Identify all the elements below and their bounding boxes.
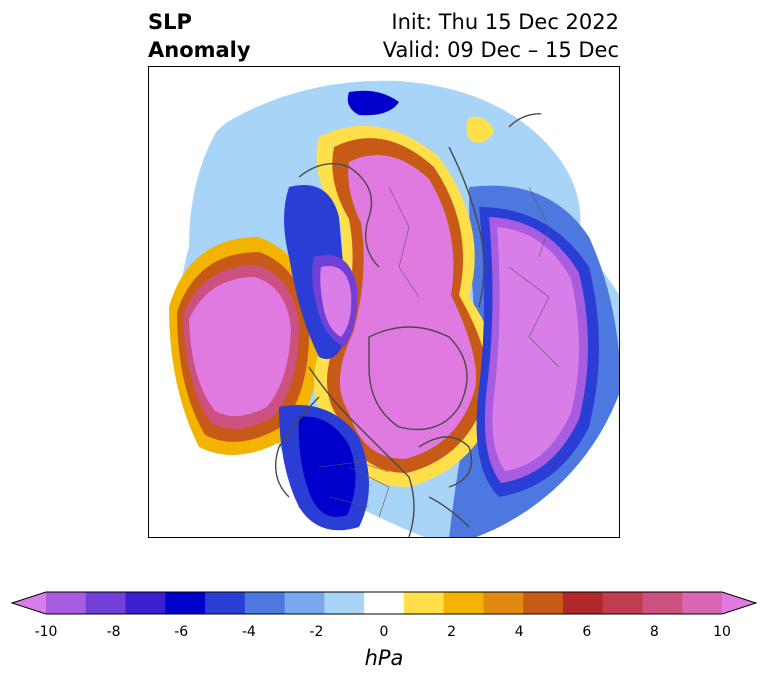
colorbar-segment — [483, 592, 524, 614]
colorbar-segment — [284, 592, 325, 614]
colorbar-tick-label: 0 — [379, 624, 389, 640]
colorbar-tick-label: -10 — [34, 624, 58, 640]
colorbar-segment — [403, 592, 445, 614]
colorbar-outline — [10, 591, 758, 615]
colorbar-segment — [46, 592, 87, 614]
colorbar-segment — [443, 592, 484, 614]
title-right: Init: Thu 15 Dec 2022 Valid: 09 Dec – 15… — [383, 8, 619, 64]
coastlines — [275, 113, 600, 537]
low-anomalies — [279, 90, 494, 531]
colorbar — [10, 591, 758, 615]
colorbar-segments — [12, 592, 756, 614]
colorbar-segment — [642, 592, 683, 614]
colorbar-segment — [324, 592, 365, 614]
map-frame — [148, 66, 620, 538]
colorbar-segment — [602, 592, 643, 614]
colorbar-tick-label: -6 — [174, 624, 189, 640]
colorbar-tick-label: 2 — [447, 624, 457, 640]
colorbar-segment — [562, 592, 604, 614]
colorbar-segment — [523, 592, 564, 614]
valid-range: Valid: 09 Dec – 15 Dec — [382, 38, 619, 62]
colorbar-segment — [244, 592, 286, 614]
colorbar-tick-label: 10 — [713, 624, 731, 640]
title-anomaly: Anomaly — [148, 38, 251, 62]
colorbar-tick-label: 6 — [582, 624, 592, 640]
init-time: Init: Thu 15 Dec 2022 — [391, 10, 619, 34]
colorbar-segment — [722, 592, 756, 614]
atlantic-high-anomaly — [476, 207, 599, 497]
colorbar-segment — [364, 592, 405, 614]
title-slp: SLP — [148, 10, 192, 34]
slp-anomaly-map — [149, 67, 619, 537]
colorbar-tick-label: -4 — [241, 624, 256, 640]
colorbar-unit-label: hPa — [364, 646, 404, 670]
colorbar-segment — [12, 592, 46, 614]
colorbar-tick-label: 4 — [514, 624, 524, 640]
colorbar-segment — [125, 592, 166, 614]
colorbar-tick-label: -8 — [106, 624, 121, 640]
title-left: SLP Anomaly — [148, 8, 251, 64]
colorbar-segment — [85, 592, 127, 614]
pacific-high-anomaly — [169, 237, 320, 455]
colorbar-segment — [205, 592, 246, 614]
borders — [318, 186, 560, 518]
colorbar-tick-label: 8 — [649, 624, 659, 640]
colorbar-segment — [682, 592, 723, 614]
colorbar-segment — [165, 592, 206, 614]
colorbar-tick-label: -2 — [309, 624, 324, 640]
